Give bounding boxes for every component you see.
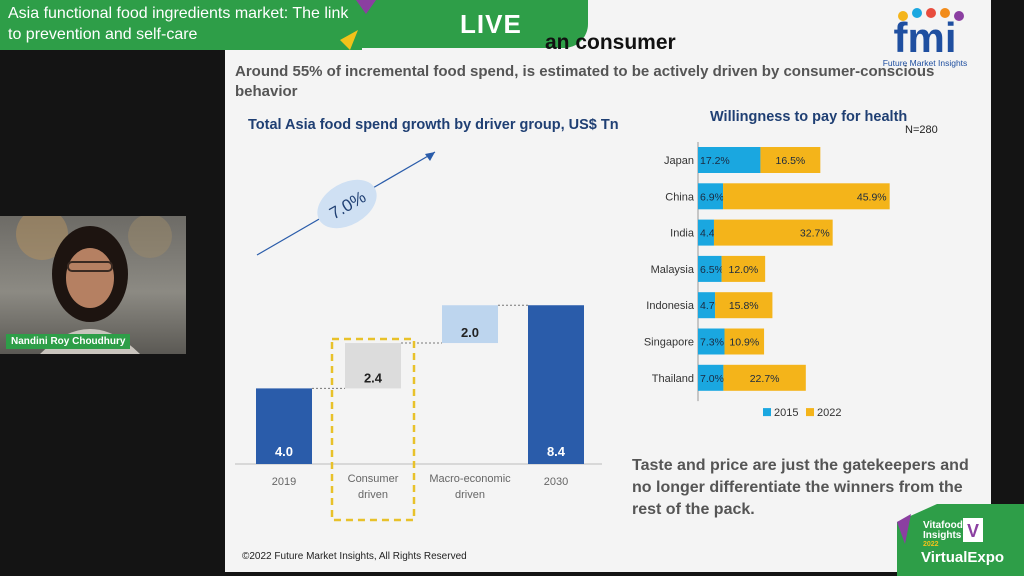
bar-value-label: 8.4 (547, 444, 566, 459)
category-label: Malaysia (651, 264, 695, 276)
category-label: Singapore (644, 337, 694, 349)
segment-value-label: 22.7% (750, 373, 780, 385)
vitafoods-virtualexpo-logo: V Vitafoods Insights 2022 VirtualExpo (897, 504, 1024, 576)
svg-text:V: V (967, 521, 979, 541)
waterfall-bar (442, 305, 498, 344)
segment-value-label: 32.7% (800, 228, 830, 240)
waterfall-chart: 4.0 2.4 2.0 8.4 2019 Consumer driven Macro-econ… (235, 151, 602, 522)
slide-subtitle: Around 55% of incremental food spend, is… (235, 63, 935, 100)
fmi-logo-text: fmi (894, 14, 957, 61)
category-label: 2019 (272, 476, 296, 488)
stacked-bar-segment (698, 364, 724, 391)
stacked-bar-segment (698, 219, 714, 246)
segment-value-label: 17.2% (700, 155, 730, 167)
slide-takeaway-text: Taste and price are just the gatekeepers… (632, 457, 969, 518)
segment-value-label: 45.9% (857, 191, 887, 203)
slide-heading: an consumer (545, 31, 676, 54)
highlight-box (330, 337, 416, 522)
sponsor-line-2: Insights (923, 530, 962, 541)
growth-arrow-head (425, 152, 435, 161)
legend-label: 2015 (774, 407, 798, 419)
live-banner (362, 0, 588, 48)
sponsor-line-3: 2022 (923, 541, 939, 548)
stacked-bar-segment (698, 255, 722, 282)
waterfall-bar (528, 305, 584, 464)
stream-title: Asia functional food ingredients market:… (8, 5, 349, 43)
sample-size-note: N=280 (905, 124, 938, 136)
stacked-bar-segment (698, 328, 725, 355)
segment-value-label: 7.3% (700, 337, 724, 349)
segment-value-label: 16.5% (775, 155, 805, 167)
stacked-bar-segment (698, 147, 761, 173)
presenter-webcam-feed (0, 216, 186, 354)
waterfall-chart-title: Total Asia food spend growth by driver g… (248, 117, 619, 133)
stacked-bar-segment (721, 255, 766, 282)
stacked-bar-segment (698, 292, 716, 319)
segment-value-label: 6.5% (700, 264, 724, 276)
category-label: Macro-economic (429, 473, 511, 485)
stacked-bar-segment (715, 292, 773, 319)
copyright-footer: ©2022 Future Market Insights, All Rights… (242, 551, 467, 562)
segment-value-label: 12.0% (728, 264, 758, 276)
stacked-bar-segment (760, 147, 821, 173)
fmi-logo: fmi Future Market Insights (883, 8, 968, 68)
category-label: driven (455, 489, 485, 501)
live-label: LIVE (460, 9, 522, 39)
legend-label: 2022 (817, 407, 841, 419)
stacked-bar-segment (723, 364, 806, 391)
category-label: driven (358, 489, 388, 501)
bar-value-label: 4.0 (275, 444, 293, 459)
segment-value-label: 15.8% (729, 300, 759, 312)
bar-value-label: 2.4 (364, 370, 383, 385)
presentation-slide (225, 0, 991, 572)
banner-arrow-decoration (340, 0, 376, 50)
segment-value-label: 6.9% (700, 191, 724, 203)
stacked-bar-chart: Japan 17.2% 16.5%China 6.9% 45.9%India 4.4% 32… (644, 142, 890, 419)
category-label: India (670, 228, 695, 240)
presenter-name-tag: Nandini Roy Choudhury (6, 334, 131, 349)
waterfall-bar (256, 388, 312, 464)
stacked-bar-segment (698, 183, 724, 210)
segment-value-label: 7.0% (700, 373, 724, 385)
waterfall-bar (345, 343, 401, 389)
segment-value-label: 10.9% (729, 337, 759, 349)
category-label: Indonesia (646, 300, 695, 312)
legend-swatch (763, 408, 771, 417)
category-label: 2030 (544, 476, 568, 488)
stacked-bar-segment (723, 183, 890, 210)
stacked-chart-title: Willingness to pay for health (710, 109, 908, 125)
stacked-bar-segment (724, 328, 765, 355)
legend-swatch (806, 408, 814, 417)
growth-annotation-bubble (317, 179, 377, 229)
stacked-bar-segment (713, 219, 833, 246)
stream-title-banner: Asia functional food ingredients market:… (0, 0, 362, 50)
bar-value-label: 2.0 (461, 325, 479, 340)
category-label: Japan (664, 155, 694, 167)
category-label: China (665, 191, 695, 203)
category-label: Consumer (348, 473, 399, 485)
sponsor-line-1: Vitafoods (923, 520, 969, 531)
category-label: Thailand (652, 373, 694, 385)
fmi-logo-subtext: Future Market Insights (883, 58, 968, 68)
sponsor-line-4: VirtualExpo (921, 549, 1004, 566)
